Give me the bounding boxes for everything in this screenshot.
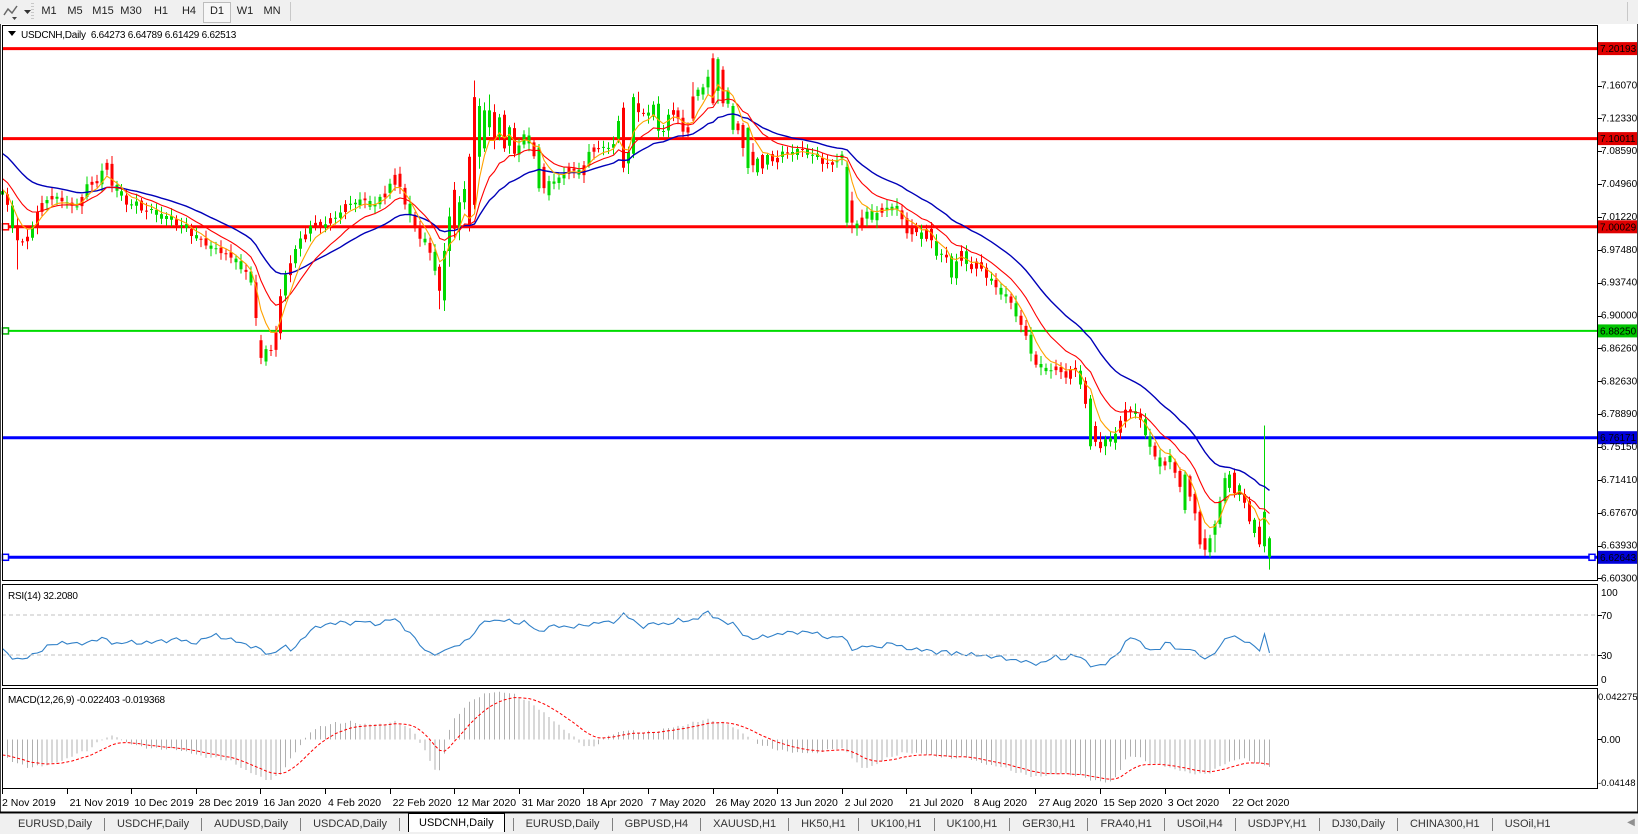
svg-text:0.00: 0.00 [1601, 735, 1621, 746]
svg-text:10 Dec 2019: 10 Dec 2019 [134, 797, 194, 809]
svg-text:15 Sep 2020: 15 Sep 2020 [1103, 797, 1163, 809]
svg-text:6.90000: 6.90000 [1601, 311, 1638, 322]
svg-text:28 Dec 2019: 28 Dec 2019 [199, 797, 259, 809]
svg-text:6.60300: 6.60300 [1601, 574, 1638, 585]
svg-text:7.00029: 7.00029 [1600, 222, 1637, 233]
svg-text:7.16070: 7.16070 [1601, 81, 1638, 92]
svg-text:7.04960: 7.04960 [1601, 179, 1638, 190]
svg-text:7.01220: 7.01220 [1601, 212, 1638, 223]
svg-text:6.67670: 6.67670 [1601, 508, 1638, 519]
svg-text:4 Feb 2020: 4 Feb 2020 [328, 797, 381, 809]
svg-text:6.78890: 6.78890 [1601, 409, 1638, 420]
svg-text:USDCNH,Daily 6.64273 6.64789: USDCNH,Daily 6.64273 6.64789 6.61429 6.6… [21, 30, 237, 41]
svg-text:0.042275: 0.042275 [1598, 692, 1638, 703]
svg-text:7.12330: 7.12330 [1601, 113, 1638, 124]
svg-text:21 Nov 2019: 21 Nov 2019 [70, 797, 130, 809]
svg-text:6.63930: 6.63930 [1601, 541, 1638, 552]
svg-text:7.08590: 7.08590 [1601, 146, 1638, 157]
svg-text:70: 70 [1601, 611, 1613, 622]
svg-text:8 Aug 2020: 8 Aug 2020 [974, 797, 1027, 809]
svg-text:6.75150: 6.75150 [1601, 442, 1638, 453]
svg-text:16 Jan 2020: 16 Jan 2020 [263, 797, 321, 809]
svg-text:7 May 2020: 7 May 2020 [651, 797, 706, 809]
svg-text:12 Mar 2020: 12 Mar 2020 [457, 797, 516, 809]
svg-text:2 Nov 2019: 2 Nov 2019 [2, 797, 56, 809]
svg-text:31 Mar 2020: 31 Mar 2020 [522, 797, 581, 809]
svg-text:6.88250: 6.88250 [1600, 326, 1637, 337]
svg-text:6.62643: 6.62643 [1600, 553, 1637, 564]
svg-text:7.20193: 7.20193 [1600, 44, 1637, 55]
svg-text:3 Oct 2020: 3 Oct 2020 [1168, 797, 1220, 809]
svg-text:MACD(12,26,9) -0.022403 -0.019: MACD(12,26,9) -0.022403 -0.019368 [8, 695, 166, 706]
svg-text:100: 100 [1601, 588, 1618, 599]
svg-text:26 May 2020: 26 May 2020 [716, 797, 777, 809]
svg-text:7.10011: 7.10011 [1600, 134, 1636, 145]
svg-text:6.97480: 6.97480 [1601, 245, 1638, 256]
svg-text:2 Jul 2020: 2 Jul 2020 [845, 797, 894, 809]
svg-text:6.71410: 6.71410 [1601, 475, 1638, 486]
svg-text:27 Aug 2020: 27 Aug 2020 [1039, 797, 1098, 809]
svg-text:0: 0 [1601, 675, 1607, 686]
svg-text:21 Jul 2020: 21 Jul 2020 [909, 797, 963, 809]
svg-text:30: 30 [1601, 651, 1613, 662]
svg-text:6.76171: 6.76171 [1600, 433, 1637, 444]
svg-text:6.82630: 6.82630 [1601, 376, 1638, 387]
svg-text:RSI(14) 32.2080: RSI(14) 32.2080 [8, 591, 78, 602]
svg-text:13 Jun 2020: 13 Jun 2020 [780, 797, 838, 809]
svg-text:6.93740: 6.93740 [1601, 278, 1638, 289]
svg-text:-0.04148: -0.04148 [1598, 778, 1636, 789]
svg-text:18 Apr 2020: 18 Apr 2020 [586, 797, 643, 809]
svg-text:22 Feb 2020: 22 Feb 2020 [393, 797, 452, 809]
svg-text:6.86260: 6.86260 [1601, 343, 1638, 354]
svg-text:22 Oct 2020: 22 Oct 2020 [1232, 797, 1289, 809]
